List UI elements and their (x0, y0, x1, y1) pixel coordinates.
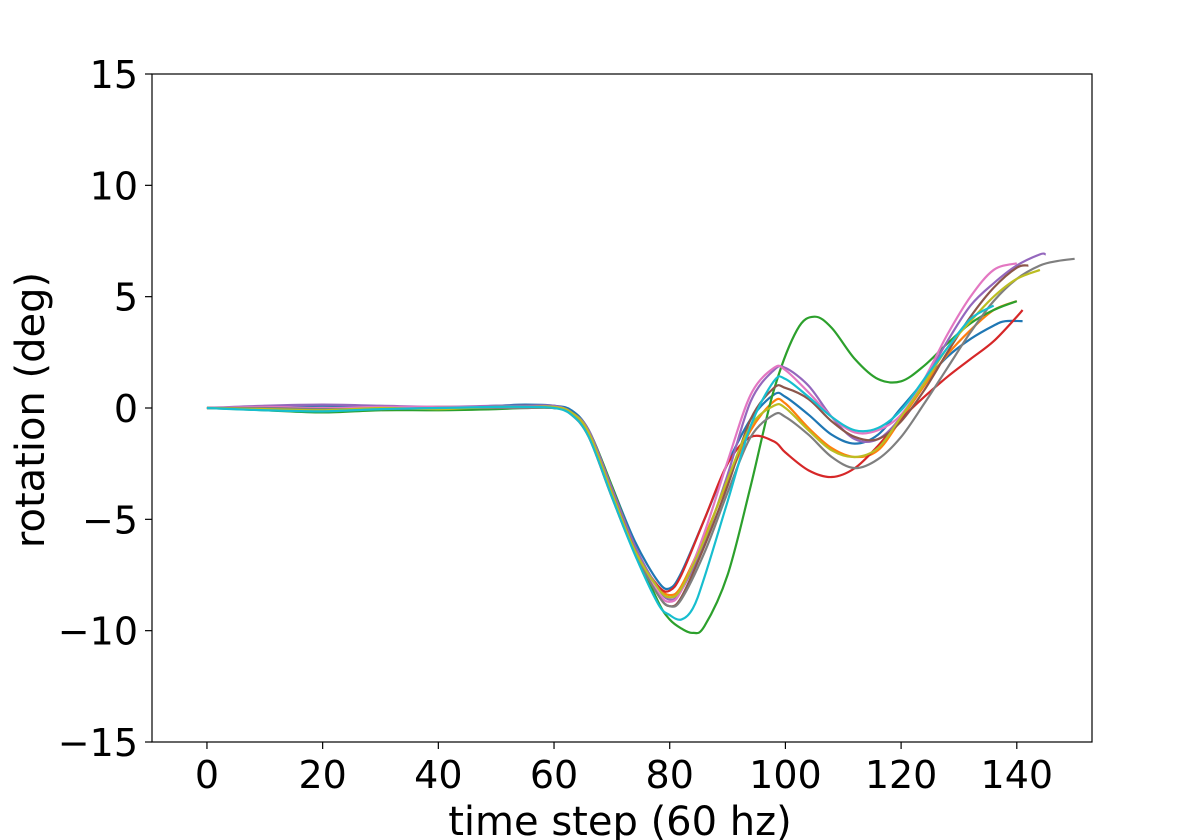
series-line-3 (206, 300, 1018, 635)
series-lines (206, 252, 1075, 635)
x-axis-label: time step (60 hz) (448, 799, 792, 840)
y-tick-label: 10 (90, 164, 138, 208)
y-tick-label: −10 (58, 610, 138, 654)
x-axis-ticks: 0 20 40 60 80 100 120 140 (195, 742, 1053, 797)
x-tick-label: 120 (865, 753, 938, 797)
y-axis-ticks: −15 −10 −5 0 5 10 15 (58, 53, 152, 765)
series-line-10 (206, 304, 995, 621)
y-tick-label: 0 (114, 387, 138, 431)
x-tick-label: 80 (646, 753, 694, 797)
x-tick-label: 0 (195, 753, 219, 797)
series-line-8 (206, 257, 1075, 608)
x-tick-label: 40 (414, 753, 462, 797)
y-tick-label: 15 (90, 53, 138, 97)
x-tick-label: 20 (298, 753, 346, 797)
x-tick-label: 140 (981, 753, 1054, 797)
y-tick-label: −5 (82, 498, 138, 542)
x-tick-label: 100 (749, 753, 822, 797)
y-tick-label: −15 (58, 721, 138, 765)
y-tick-label: 5 (114, 276, 138, 320)
y-axis-label: rotation (deg) (8, 272, 54, 548)
x-tick-label: 60 (530, 753, 578, 797)
